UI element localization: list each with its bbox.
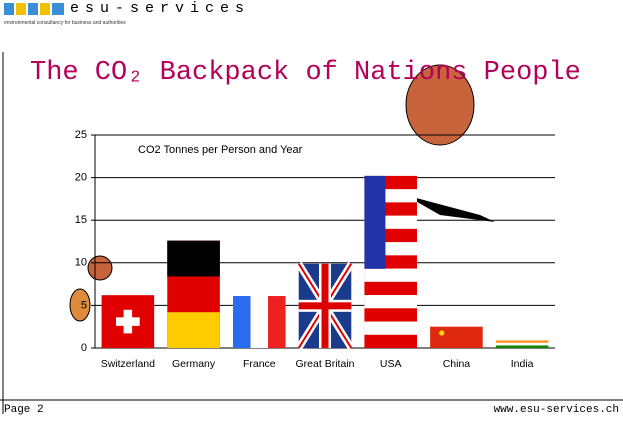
y-tick-label: 25 [75, 129, 87, 141]
x-tick-label: France [227, 358, 291, 371]
footer-url: www.esu-services.ch [494, 404, 619, 416]
logo-block [52, 3, 64, 15]
figure-shadow [405, 195, 495, 222]
slide: CO2 Tonnes per Person and Year 0 5 10 15 20 2… [0, 0, 623, 421]
flag-detail [167, 241, 220, 277]
logo-block [28, 3, 38, 15]
flag-detail [268, 296, 286, 348]
flag-detail [364, 176, 385, 269]
tagline: environmental consultancy for business a… [4, 20, 126, 26]
x-tick-label: India [490, 358, 554, 371]
traveller-figure [88, 256, 112, 280]
x-tick-label: China [424, 358, 488, 371]
flag-detail [116, 317, 140, 326]
x-tick-label: Great Britain [293, 358, 357, 371]
logo-block [40, 3, 50, 15]
chart-subtitle: CO2 Tonnes per Person and Year [138, 144, 303, 156]
logo-block [4, 3, 14, 15]
x-tick-label: Germany [162, 358, 226, 371]
flag-detail [167, 312, 220, 348]
y-tick-label: 10 [75, 257, 87, 269]
slide-title: The CO₂ Backpack of Nations People [30, 58, 581, 88]
x-tick-label: USA [359, 358, 423, 371]
bar [430, 327, 483, 348]
logo-block [16, 3, 26, 15]
y-tick-label: 0 [81, 342, 87, 354]
flag-detail [496, 340, 549, 343]
logo-text: esu-services [70, 0, 250, 17]
page-number: Page 2 [4, 404, 44, 416]
y-tick-label: 20 [75, 172, 87, 184]
flag-detail [299, 302, 352, 309]
flag-detail [364, 269, 417, 282]
flag-detail [364, 295, 417, 308]
flag-detail [233, 296, 251, 348]
flag-detail [364, 322, 417, 335]
y-tick-label: 15 [75, 214, 87, 226]
x-tick-label: Switzerland [96, 358, 160, 371]
flag-detail [496, 345, 549, 348]
flag-detail [439, 331, 444, 336]
y-tick-label: 5 [81, 299, 87, 311]
